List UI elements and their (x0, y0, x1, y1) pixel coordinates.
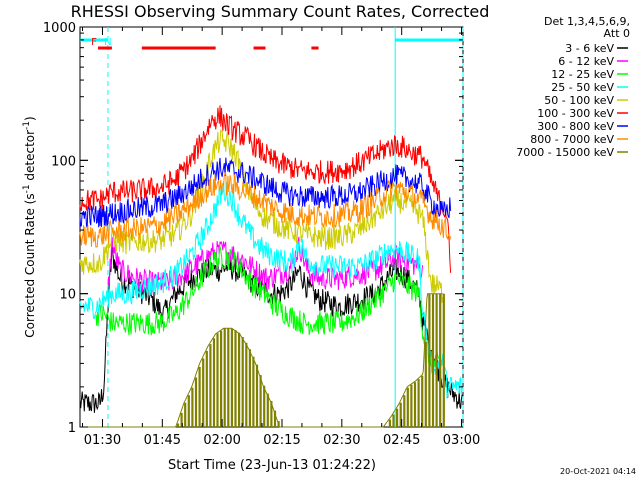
legend-header-2: Att 0 (604, 27, 630, 40)
series-bar-7000-15000-kev (442, 293, 445, 427)
legend-label-800-7000-kev: 800 - 7000 keV (530, 133, 614, 146)
series-bar-7000-15000-kev (266, 393, 269, 427)
series-bar-7000-15000-kev (223, 328, 226, 427)
y-tick-label-10: 10 (59, 288, 76, 303)
flag-bars (80, 38, 463, 50)
x-tick-label-02-30: 02:30 (323, 433, 360, 448)
series-bar-7000-15000-kev (176, 423, 180, 427)
series-bar-7000-15000-kev (277, 421, 280, 427)
x-tick-label-03-00: 03:00 (443, 433, 480, 448)
x-tick-label-01-30: 01:30 (84, 433, 121, 448)
series-bar-7000-15000-kev (270, 401, 273, 427)
series-bar-7000-15000-kev (212, 338, 216, 427)
series-bar-7000-15000-kev (216, 333, 219, 427)
series-bar-7000-15000-kev (184, 402, 187, 427)
series-bar-7000-15000-kev (431, 293, 435, 427)
legend-label-25-50-kev: 25 - 50 keV (551, 81, 614, 94)
series-line-12-25-kev (95, 246, 439, 374)
legend-label-7000-15000-kev: 7000 - 15000 keV (516, 146, 614, 159)
series-bar-7000-15000-kev (245, 342, 248, 427)
series-layer (79, 105, 463, 428)
series-bar-7000-15000-kev (205, 350, 208, 427)
series-line-100-300-kev (79, 105, 452, 273)
series-line-800-7000-kev (79, 171, 452, 248)
y-axis-label: Corrected Count Rate (s-1 detector-1) (22, 116, 37, 337)
legend-label-300-800-kev: 300 - 800 keV (537, 120, 614, 133)
x-tick-label-02-15: 02:15 (263, 433, 300, 448)
y-tick-label-100: 100 (51, 154, 76, 169)
series-line-25-50-kev (79, 181, 463, 399)
series-bar-7000-15000-kev (388, 419, 391, 427)
x-axis-label: Start Time (23-Jun-13 01:24:22) (168, 458, 376, 473)
series-line-50-100-kev (79, 128, 444, 303)
flag-letter-f: F (91, 37, 97, 48)
series-bar-7000-15000-kev (227, 328, 230, 427)
series-bar-7000-15000-kev (439, 293, 442, 427)
series-bar-7000-15000-kev (421, 375, 424, 427)
series-bar-7000-15000-kev (428, 293, 431, 427)
plot-frame (79, 26, 464, 428)
y-axis-label-sup1: -1 (22, 184, 32, 193)
y-axis-label-mid: detector (23, 130, 37, 185)
legend-label-3-6-kev: 3 - 6 keV (565, 42, 614, 55)
y-axis-label-end: ) (23, 116, 37, 121)
series-bar-7000-15000-kev (263, 385, 266, 427)
series-bar-7000-15000-kev (187, 395, 190, 427)
series-bar-7000-15000-kev (198, 366, 201, 427)
series-bar-7000-15000-kev (234, 330, 237, 427)
x-tick-label-02-00: 02:00 (203, 433, 240, 448)
y-tick-label-1000: 1000 (43, 21, 76, 36)
series-bar-7000-15000-kev (202, 358, 205, 427)
series-bar-7000-15000-kev (399, 402, 402, 427)
y-tick-label-1: 1 (68, 421, 76, 436)
series-bar-7000-15000-kev (406, 387, 409, 427)
series-bar-7000-15000-kev (417, 379, 420, 427)
y-axis-label-main: Corrected Count Rate (s (23, 193, 37, 337)
series-bar-7000-15000-kev (194, 377, 198, 427)
series-bar-7000-15000-kev (191, 387, 194, 427)
series-bar-7000-15000-kev (252, 356, 255, 427)
series-bar-7000-15000-kev (255, 364, 259, 427)
series-bar-7000-15000-kev (435, 293, 438, 427)
footer-timestamp: 20-Oct-2021 04:14 (560, 467, 636, 476)
series-bar-7000-15000-kev (241, 337, 244, 427)
legend-label-100-300-kev: 100 - 300 keV (537, 107, 614, 120)
series-bar-7000-15000-kev (273, 410, 277, 427)
series-bar-7000-15000-kev (238, 332, 241, 427)
series-line-300-800-kev (79, 157, 452, 228)
legend-label-50-100-kev: 50 - 100 keV (544, 94, 614, 107)
series-bar-7000-15000-kev (248, 349, 251, 427)
legend-label-6-12-kev: 6 - 12 keV (558, 55, 614, 68)
series-bar-7000-15000-kev (396, 408, 399, 427)
series-bar-7000-15000-kev (413, 382, 417, 427)
series-bar-7000-15000-kev (392, 414, 395, 427)
series-bar-7000-15000-kev (220, 330, 223, 427)
legend-label-12-25-kev: 12 - 25 keV (551, 68, 614, 81)
legend-header-1: Det 1,3,4,5,6,9, (544, 15, 630, 28)
flag-letter-n: N (104, 37, 111, 48)
x-tick-label-01-45: 01:45 (144, 433, 181, 448)
series-bar-7000-15000-kev (209, 344, 212, 427)
series-bar-7000-15000-kev (259, 375, 262, 427)
x-axis-ticks: 01:30 01:45 02:00 02:15 02:30 02:45 03:00 (82, 27, 480, 448)
y-axis-label-sup2: -1 (22, 121, 32, 130)
series-bar-7000-15000-kev (230, 328, 233, 427)
series-bar-7000-15000-kev (403, 395, 406, 427)
chart-title: RHESSI Observing Summary Count Rates, Co… (71, 2, 490, 21)
series-bar-7000-15000-kev (180, 412, 183, 427)
x-tick-label-02-45: 02:45 (383, 433, 420, 448)
y-axis-ticks: 1 10 100 1000 (43, 21, 463, 436)
series-bar-7000-15000-kev (410, 384, 413, 427)
series-bar-7000-15000-kev (424, 341, 427, 427)
